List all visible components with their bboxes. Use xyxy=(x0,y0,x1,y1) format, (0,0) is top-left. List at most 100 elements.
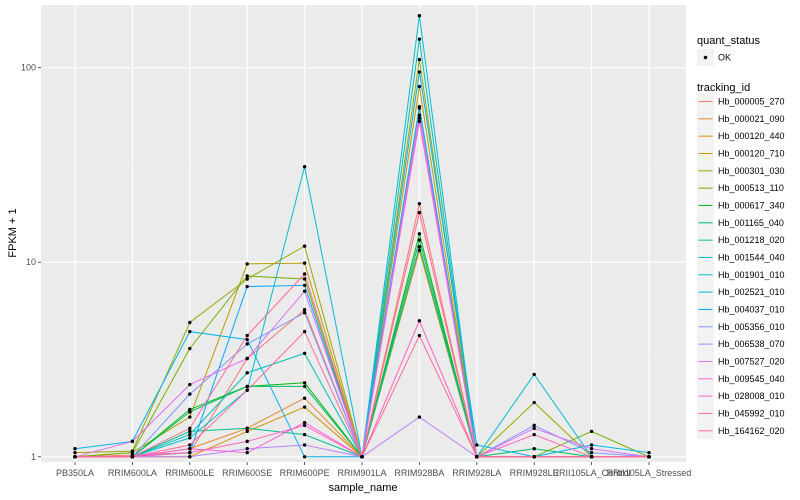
data-point xyxy=(647,450,651,455)
data-point xyxy=(245,429,249,434)
data-point xyxy=(302,384,307,389)
data-point xyxy=(302,272,307,276)
data-point xyxy=(245,388,249,392)
data-point xyxy=(245,284,249,289)
data-point xyxy=(245,447,249,451)
data-point xyxy=(188,407,192,412)
y-tick-label: 100 xyxy=(21,63,36,73)
data-point xyxy=(532,455,536,459)
data-point xyxy=(417,248,422,253)
x-tick-label: RRII105LA_Control xyxy=(553,468,631,478)
legend-title-quant-status: quant_status xyxy=(697,35,760,47)
legend-item-label: Hb_000120_440 xyxy=(718,131,785,141)
x-tick-label: PB350LA xyxy=(56,468,94,478)
data-point xyxy=(130,439,135,444)
data-point xyxy=(245,262,249,266)
data-point xyxy=(130,450,135,455)
legend-item-label: Hb_006538_070 xyxy=(718,339,785,349)
data-point xyxy=(188,455,192,459)
x-axis-title: sample_name xyxy=(328,482,397,494)
data-point xyxy=(417,14,422,18)
legend-item-label: Hb_164162_020 xyxy=(718,426,785,436)
data-point xyxy=(302,311,307,315)
data-point xyxy=(417,113,422,117)
data-point xyxy=(302,329,307,334)
data-point xyxy=(532,372,536,377)
data-point xyxy=(302,381,307,385)
data-point xyxy=(417,232,422,236)
x-tick-label: RRIM600LA xyxy=(108,468,157,478)
data-point xyxy=(188,436,192,440)
data-point xyxy=(475,443,479,447)
data-point xyxy=(417,210,422,215)
data-point xyxy=(302,283,307,288)
data-point xyxy=(188,346,192,351)
legend-point-symbol xyxy=(703,55,708,60)
series-points xyxy=(73,14,651,459)
data-point xyxy=(417,84,422,89)
data-point xyxy=(188,392,192,396)
data-point xyxy=(417,57,422,62)
data-point xyxy=(188,432,192,437)
data-point xyxy=(302,396,307,400)
data-point xyxy=(245,277,249,281)
data-point xyxy=(245,356,249,361)
data-point xyxy=(73,450,77,455)
x-tick-label: RRIM901LA xyxy=(337,468,386,478)
y-axis-title: FPKM + 1 xyxy=(7,208,19,257)
data-point xyxy=(302,261,307,265)
y-axis: 1 10 100 xyxy=(21,63,41,462)
legend-item-label: Hb_001165_040 xyxy=(718,218,784,228)
data-point xyxy=(302,289,307,293)
data-point xyxy=(188,329,192,334)
x-tick-label: RRIM928LA xyxy=(452,468,501,478)
x-tick-label: RRIM928LE xyxy=(510,468,559,478)
data-point xyxy=(532,426,536,431)
data-point xyxy=(302,443,307,447)
data-point xyxy=(245,371,249,375)
data-point xyxy=(245,426,249,431)
legend-item-label: Hb_028008_010 xyxy=(718,391,785,401)
data-point xyxy=(417,333,422,338)
data-point xyxy=(302,423,307,428)
data-point xyxy=(188,382,192,387)
data-point xyxy=(188,410,192,414)
legend-item-label: Hb_004037_010 xyxy=(718,304,785,314)
data-point xyxy=(589,455,594,459)
legend-item-label: Hb_000617_340 xyxy=(718,200,785,210)
data-point xyxy=(245,342,249,346)
data-point xyxy=(188,426,192,431)
legend-item-label: Hb_009545_040 xyxy=(718,374,785,384)
data-point xyxy=(417,37,422,41)
data-point xyxy=(589,429,594,434)
data-point xyxy=(302,308,307,312)
data-point xyxy=(245,337,249,342)
data-point xyxy=(417,245,422,249)
legend-item-label: Hb_000513_110 xyxy=(718,183,784,193)
data-point xyxy=(188,320,192,325)
data-point xyxy=(188,450,192,455)
data-point xyxy=(475,455,479,459)
data-point xyxy=(417,116,422,120)
data-point xyxy=(245,450,249,455)
data-point xyxy=(417,415,422,419)
legend-title-tracking-id: tracking_id xyxy=(697,82,750,94)
x-tick-label: RRIM600LE xyxy=(165,468,214,478)
data-point xyxy=(302,432,307,437)
legend-item-label: Hb_001218_020 xyxy=(718,235,785,245)
legend-item-label: Hb_000005_270 xyxy=(718,97,785,107)
x-tick-label: RRIM600PE xyxy=(280,468,330,478)
data-point xyxy=(245,439,249,444)
legend: quant_status OK tracking_id Hb_000005_27… xyxy=(697,35,785,440)
data-point xyxy=(188,429,192,434)
legend-item-label: Hb_002521_010 xyxy=(718,287,785,297)
legend-item-label: Hb_000301_030 xyxy=(718,166,785,176)
data-point xyxy=(245,384,249,389)
data-point xyxy=(360,455,364,459)
legend-item-label: Hb_005356_010 xyxy=(718,322,785,332)
data-point xyxy=(417,119,422,124)
grid-lines xyxy=(41,5,686,462)
x-tick-label: RRII105LA_Stressed xyxy=(607,468,692,478)
x-tick-label: RRIM928BA xyxy=(394,468,444,478)
